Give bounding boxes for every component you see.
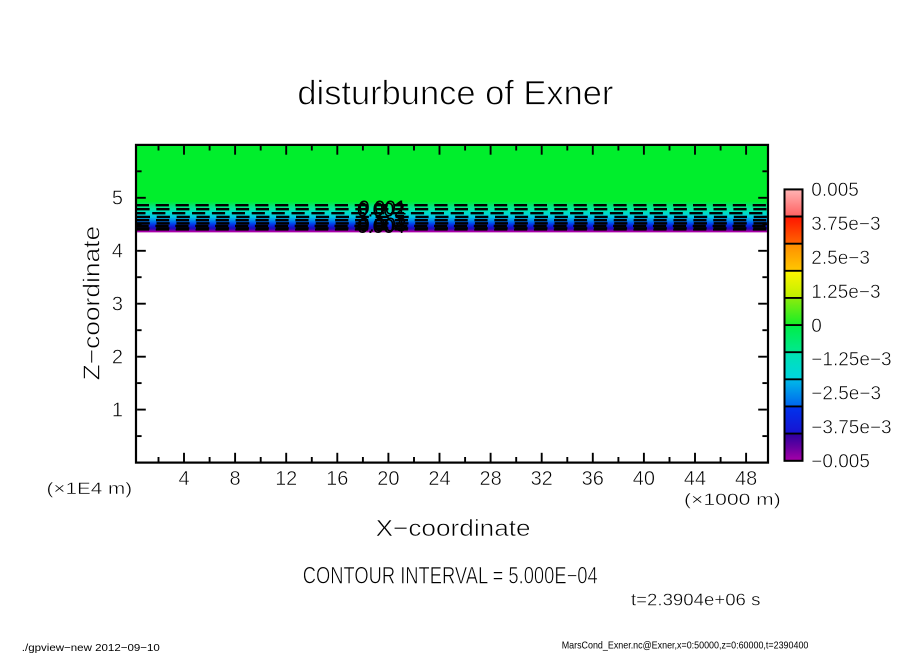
svg-text:1.25e−3: 1.25e−3 — [811, 282, 880, 303]
svg-text:./gpview−new 2012−09−10: ./gpview−new 2012−09−10 — [22, 642, 160, 654]
svg-text:24: 24 — [428, 468, 450, 490]
svg-text:16: 16 — [326, 468, 348, 490]
svg-text:2: 2 — [112, 347, 123, 369]
svg-text:(×1E4 m): (×1E4 m) — [47, 480, 133, 498]
svg-text:0.005: 0.005 — [811, 180, 859, 201]
svg-text:4: 4 — [178, 468, 189, 490]
svg-text:5: 5 — [112, 188, 123, 210]
svg-text:(×1000 m): (×1000 m) — [684, 491, 781, 509]
svg-text:CONTOUR INTERVAL = 5.000E−04: CONTOUR INTERVAL = 5.000E−04 — [303, 563, 598, 590]
svg-text:36: 36 — [582, 468, 604, 490]
svg-text:1: 1 — [112, 400, 123, 422]
svg-text:0.003: 0.003 — [359, 214, 407, 236]
svg-text:disturbunce of Exner: disturbunce of Exner — [297, 75, 613, 113]
svg-text:MarsCond_Exner.nc@Exner,x=0:50: MarsCond_Exner.nc@Exner,x=0:50000,z=0:60… — [562, 640, 809, 652]
svg-text:−0.005: −0.005 — [811, 451, 870, 472]
svg-text:3: 3 — [112, 294, 123, 316]
svg-text:2.5e−3: 2.5e−3 — [811, 248, 870, 269]
svg-text:Z−coordinate: Z−coordinate — [78, 226, 104, 381]
svg-text:3.75e−3: 3.75e−3 — [811, 214, 880, 235]
svg-text:0.001: 0.001 — [359, 198, 407, 220]
svg-text:44: 44 — [684, 468, 706, 490]
svg-text:8: 8 — [230, 468, 241, 490]
svg-text:12: 12 — [275, 468, 297, 490]
svg-text:−1.25e−3: −1.25e−3 — [811, 350, 891, 371]
svg-text:28: 28 — [479, 468, 501, 490]
svg-text:0.004: 0.004 — [357, 216, 405, 238]
svg-text:20: 20 — [377, 468, 399, 490]
svg-text:t=2.3904e+06 s: t=2.3904e+06 s — [631, 590, 761, 610]
svg-text:40: 40 — [633, 468, 655, 490]
svg-text:−2.5e−3: −2.5e−3 — [811, 384, 881, 405]
svg-text:32: 32 — [531, 468, 553, 490]
svg-text:X−coordinate: X−coordinate — [376, 515, 531, 541]
svg-text:−3.75e−3: −3.75e−3 — [811, 418, 891, 439]
svg-text:0.002: 0.002 — [357, 200, 405, 222]
svg-text:48: 48 — [735, 468, 757, 490]
svg-text:0: 0 — [811, 316, 822, 337]
svg-text:4: 4 — [112, 241, 123, 263]
